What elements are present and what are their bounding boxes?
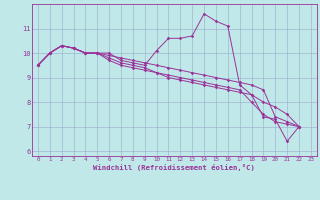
X-axis label: Windchill (Refroidissement éolien,°C): Windchill (Refroidissement éolien,°C) (93, 164, 255, 171)
